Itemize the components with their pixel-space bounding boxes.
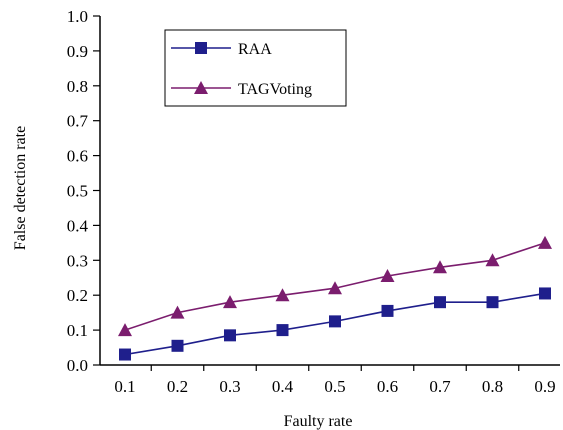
data-point (276, 324, 289, 337)
y-tick-label: 0.7 (67, 112, 89, 131)
data-point (539, 287, 551, 300)
data-point (486, 296, 499, 309)
data-point (119, 348, 131, 361)
x-tick-label: 0.2 (167, 377, 188, 396)
data-point (381, 304, 394, 317)
series-layer (118, 235, 552, 361)
x-tick-label: 0.4 (272, 377, 294, 396)
y-tick-label: 0.5 (67, 182, 88, 201)
data-point (223, 295, 237, 309)
data-point (171, 339, 184, 352)
y-tick-label: 1.0 (67, 7, 88, 26)
data-point (538, 235, 552, 249)
data-point (170, 305, 185, 319)
data-point (328, 281, 342, 295)
legend-swatch-marker-raa (195, 42, 207, 54)
x-tick-label: 0.9 (534, 377, 555, 396)
y-tick-label: 0.4 (67, 216, 89, 235)
x-tick-label: 0.1 (114, 377, 135, 396)
x-ticks: 0.1 0.2 0.3 0.4 0.5 0.6 0.7 0.8 0.9 (114, 365, 556, 396)
x-tick-label: 0.3 (219, 377, 240, 396)
x-tick-label: 0.8 (482, 377, 503, 396)
legend-swatch-marker-tagvoting (194, 81, 208, 94)
data-point (434, 296, 446, 309)
y-tick-label: 0.8 (67, 77, 88, 96)
legend-item-tagvoting: TAGVoting (171, 81, 312, 98)
x-tick-label: 0.5 (324, 377, 345, 396)
y-tick-label: 0.3 (67, 251, 88, 270)
legend-label-tagvoting: TAGVoting (238, 81, 312, 98)
x-tick-label: 0.6 (377, 377, 398, 396)
series-raa (119, 287, 551, 361)
y-tick-label: 0.1 (67, 321, 88, 340)
y-ticks: 0.0 0.1 0.2 0.3 0.4 0.5 0.6 0.7 0.8 0.9 1.0 (67, 7, 100, 375)
data-point (380, 269, 395, 283)
y-tick-label: 0.2 (67, 286, 88, 305)
x-axis-title: Faulty rate (284, 413, 353, 430)
data-point (224, 329, 236, 342)
x-tick-label: 0.7 (429, 377, 451, 396)
y-tick-label: 0.0 (67, 356, 88, 375)
data-point (485, 253, 500, 267)
legend-item-raa: RAA (171, 41, 272, 58)
legend-label-raa: RAA (238, 41, 272, 58)
legend: RAA TAGVoting (164, 29, 347, 107)
data-point (275, 288, 290, 302)
series-tagvoting (118, 235, 552, 337)
y-tick-label: 0.9 (67, 42, 88, 61)
data-point (329, 315, 341, 328)
y-axis-title: False detection rate (12, 126, 29, 250)
data-point (433, 260, 447, 274)
data-point (118, 323, 132, 337)
y-tick-label: 0.6 (67, 147, 88, 166)
